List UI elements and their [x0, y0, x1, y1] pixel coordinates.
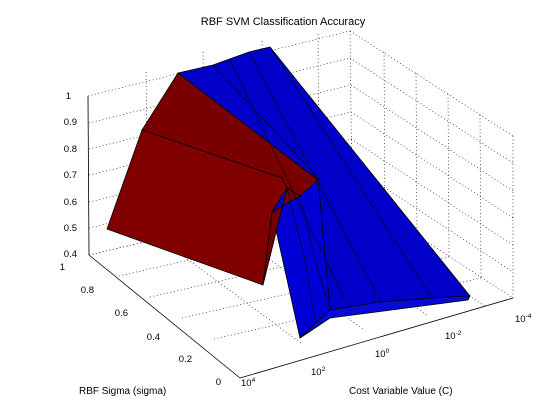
z-ticks: 1 0.9 0.8 0.7 0.6 0.5 0.4	[64, 91, 77, 260]
z-tick-label: 0.9	[64, 117, 77, 128]
x-tick-label: 102	[311, 366, 326, 378]
surface-patch-blue-floor	[299, 295, 471, 339]
chart-title: RBF SVM Classification Accuracy	[201, 16, 366, 28]
surface-mesh-line	[286, 187, 316, 321]
z-tick-label: 0.6	[64, 197, 77, 208]
svg-text:100: 100	[375, 348, 390, 360]
z-tick-label: 0.7	[64, 170, 77, 181]
axis-box	[87, 95, 514, 379]
y-axis-label: RBF Sigma (sigma)	[79, 386, 166, 397]
z-tick-label: 1	[66, 91, 71, 102]
surface-mesh-line	[299, 195, 331, 311]
x-tick-label: 104	[241, 377, 256, 389]
y-tick-label: 0.2	[179, 354, 192, 365]
accuracy-surface	[106, 46, 471, 339]
y-tick-label: 1	[60, 262, 65, 273]
x-axis-label: Cost Variable Value (C)	[349, 386, 453, 397]
y-tick-label: 0	[216, 377, 221, 388]
svg-text:104: 104	[241, 377, 256, 389]
z-tick-label: 0.4	[64, 249, 77, 260]
x-tick-label: 10-2	[445, 330, 462, 342]
surface-mesh-line	[248, 51, 381, 301]
x-tick-label: 100	[375, 348, 390, 360]
surface-mesh-line	[212, 64, 321, 181]
svg-text:102: 102	[311, 366, 326, 378]
surface-mesh-line	[229, 59, 346, 301]
y-tick-label: 0.6	[115, 308, 128, 319]
y-tick-label: 0.4	[147, 332, 160, 343]
x-ticks: 104 102 100 10-2 10-4	[241, 313, 532, 389]
x-tick-label: 10-4	[515, 313, 532, 325]
z-tick-label: 0.8	[64, 144, 77, 155]
svg-text:10-4: 10-4	[515, 313, 532, 325]
surface-mesh-line	[269, 46, 433, 299]
y-ticks: 1 0.8 0.6 0.4 0.2 0	[60, 262, 221, 388]
y-tick-label: 0.8	[81, 285, 94, 296]
z-tick-label: 0.5	[64, 223, 77, 234]
svg-text:10-2: 10-2	[445, 330, 462, 342]
